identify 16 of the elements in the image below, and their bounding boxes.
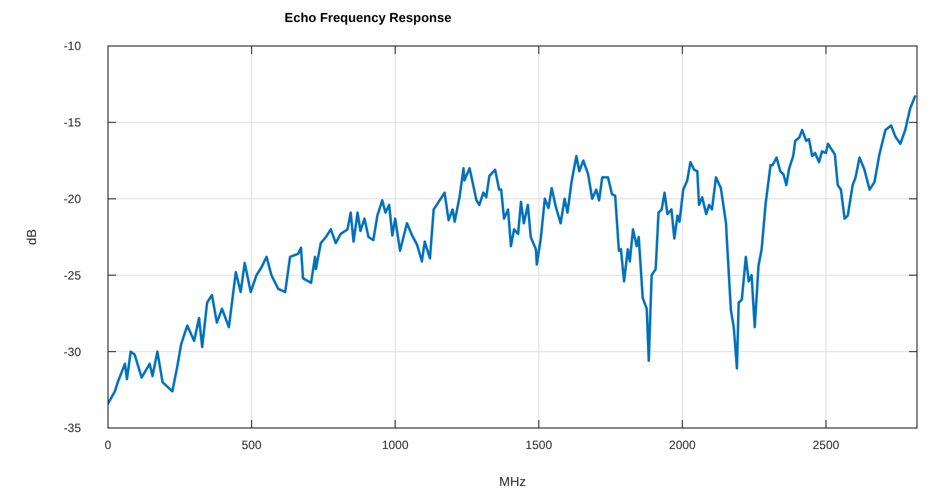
x-axis-title: MHz: [499, 474, 526, 489]
y-tick-label: -25: [64, 268, 82, 282]
x-tick-label: 1000: [382, 438, 409, 452]
y-tick-label: -35: [64, 421, 82, 436]
chart-title: Echo Frequency Response: [284, 10, 452, 25]
y-tick-label: -20: [64, 192, 82, 206]
line-series: [108, 95, 916, 405]
y-tick-label: -30: [64, 344, 82, 359]
x-tick-label: 1500: [525, 438, 552, 452]
y-tick-label: -15: [64, 116, 82, 130]
x-tick-label: 2500: [812, 438, 840, 452]
x-tick-label: 500: [242, 438, 262, 452]
y-tick-label: -10: [64, 39, 82, 54]
x-tick-label: 2000: [669, 438, 696, 452]
x-tick-label: 0: [104, 438, 112, 452]
y-axis-title: dB: [24, 229, 39, 245]
